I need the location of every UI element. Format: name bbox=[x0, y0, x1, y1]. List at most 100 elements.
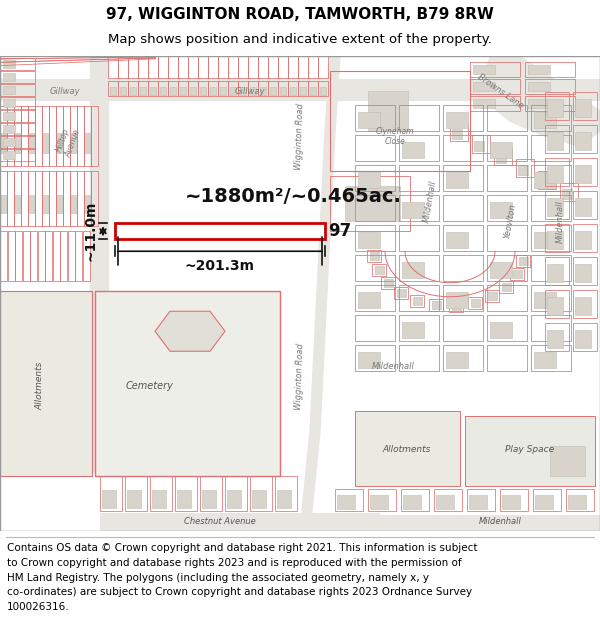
Bar bbox=[525, 79, 575, 94]
Bar bbox=[368, 489, 396, 511]
Text: Cemetery: Cemetery bbox=[126, 381, 174, 391]
Bar bbox=[487, 135, 527, 161]
Bar bbox=[7, 231, 14, 281]
Bar bbox=[540, 177, 550, 187]
Bar bbox=[355, 135, 395, 161]
Text: Mildenhall: Mildenhall bbox=[371, 362, 415, 371]
Bar bbox=[443, 165, 483, 191]
Bar bbox=[1, 195, 6, 213]
Bar bbox=[188, 56, 197, 78]
Bar bbox=[229, 88, 235, 95]
Bar bbox=[432, 301, 441, 309]
Bar bbox=[330, 515, 600, 531]
Bar bbox=[168, 81, 178, 96]
Bar bbox=[573, 158, 597, 186]
Bar bbox=[545, 224, 569, 253]
Bar bbox=[519, 257, 528, 265]
Bar bbox=[84, 171, 91, 226]
Bar bbox=[260, 88, 265, 95]
Bar bbox=[443, 225, 483, 251]
Bar bbox=[443, 255, 483, 281]
Bar bbox=[531, 255, 571, 281]
Bar bbox=[575, 99, 591, 118]
Bar bbox=[513, 271, 522, 279]
Bar bbox=[575, 132, 591, 150]
Bar bbox=[6, 4, 14, 14]
Bar bbox=[298, 56, 308, 78]
Text: Mildenhall: Mildenhall bbox=[556, 200, 565, 242]
Bar bbox=[534, 232, 556, 248]
Bar bbox=[152, 490, 166, 508]
Bar bbox=[288, 56, 298, 78]
Bar bbox=[446, 173, 468, 188]
Bar bbox=[545, 191, 569, 219]
Bar bbox=[402, 322, 424, 338]
Text: Map shows position and indicative extent of the property.: Map shows position and indicative extent… bbox=[108, 33, 492, 46]
Bar bbox=[14, 171, 21, 226]
Bar bbox=[528, 99, 550, 108]
Bar bbox=[29, 195, 34, 213]
Bar bbox=[127, 490, 141, 508]
Bar bbox=[110, 88, 115, 95]
Bar bbox=[139, 88, 146, 95]
Bar bbox=[308, 56, 317, 78]
Bar bbox=[7, 171, 14, 226]
Bar bbox=[402, 142, 424, 158]
Bar bbox=[288, 81, 298, 96]
Bar bbox=[3, 112, 15, 120]
Bar bbox=[399, 285, 439, 311]
Bar bbox=[443, 315, 483, 341]
Bar bbox=[208, 56, 218, 78]
Bar bbox=[358, 352, 380, 368]
Bar bbox=[472, 135, 490, 153]
Bar bbox=[370, 495, 388, 509]
Bar bbox=[399, 225, 439, 251]
Bar bbox=[470, 79, 520, 94]
Bar bbox=[573, 125, 597, 153]
Bar bbox=[502, 282, 511, 291]
Bar bbox=[21, 171, 28, 226]
Bar bbox=[374, 266, 383, 274]
Bar bbox=[258, 81, 268, 96]
Bar bbox=[84, 106, 91, 166]
Bar bbox=[77, 106, 84, 166]
Bar bbox=[446, 232, 468, 248]
Bar bbox=[573, 258, 597, 285]
Bar bbox=[547, 298, 563, 315]
Bar bbox=[298, 81, 308, 96]
Bar bbox=[225, 476, 247, 511]
Bar bbox=[429, 299, 443, 311]
Bar bbox=[1, 133, 6, 153]
Bar bbox=[545, 290, 569, 318]
Bar bbox=[525, 62, 575, 78]
Bar bbox=[573, 191, 597, 219]
Bar bbox=[473, 82, 495, 91]
Bar bbox=[85, 133, 90, 153]
Bar bbox=[138, 81, 148, 96]
Bar bbox=[547, 264, 563, 282]
Bar bbox=[7, 106, 14, 166]
Bar bbox=[239, 88, 245, 95]
Bar bbox=[56, 171, 63, 226]
Bar bbox=[545, 125, 569, 153]
Bar bbox=[43, 133, 48, 153]
Bar bbox=[70, 106, 77, 166]
Bar bbox=[394, 288, 408, 299]
Bar bbox=[380, 277, 395, 289]
Bar bbox=[60, 231, 67, 281]
Bar bbox=[13, 0, 20, 8]
Bar bbox=[355, 105, 395, 131]
Bar bbox=[115, 223, 325, 239]
Bar bbox=[148, 56, 157, 78]
Bar bbox=[299, 88, 305, 95]
Bar bbox=[3, 60, 15, 68]
Bar bbox=[473, 65, 495, 74]
Bar bbox=[37, 231, 44, 281]
Bar bbox=[0, 231, 7, 281]
Text: Allotments: Allotments bbox=[35, 362, 44, 411]
Bar bbox=[238, 56, 248, 78]
Bar bbox=[148, 81, 157, 96]
Bar bbox=[3, 151, 15, 159]
Bar bbox=[499, 281, 514, 292]
Bar bbox=[57, 195, 62, 213]
